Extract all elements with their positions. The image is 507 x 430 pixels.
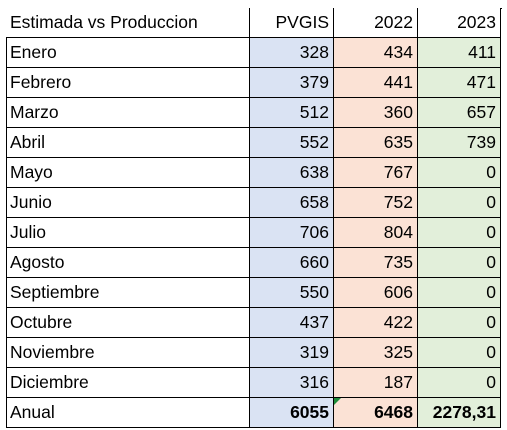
value-cell: 635 [334,128,418,158]
value-cell: 0 [418,308,501,338]
header-cell: PVGIS [250,8,334,38]
value-cell: 657 [418,98,501,128]
value-cell: 0 [418,218,501,248]
value-cell: 0 [418,248,501,278]
spreadsheet-table: Estimada vs Produccion PVGIS 2022 2023 Enero… [6,8,502,428]
header-cell: 2023 [418,8,501,38]
value-cell: 638 [250,158,334,188]
value-cell: 316 [250,368,334,398]
value-cell: 360 [334,98,418,128]
value-cell: 552 [250,128,334,158]
value-cell: 325 [334,338,418,368]
value-cell: 660 [250,248,334,278]
month-label: Mayo [6,158,250,188]
month-label: Septiembre [6,278,250,308]
total-label: Anual [6,398,250,428]
value-cell: 434 [334,38,418,68]
value-cell: 328 [250,38,334,68]
value-cell: 767 [334,158,418,188]
value-cell: 804 [334,218,418,248]
month-label: Julio [6,218,250,248]
header-cell: 2022 [334,8,418,38]
value-cell: 752 [334,188,418,218]
value-cell: 319 [250,338,334,368]
value-cell: 0 [418,368,501,398]
month-label: Enero [6,38,250,68]
header-cell: Estimada vs Produccion [6,8,250,38]
value-cell: 512 [250,98,334,128]
value-cell: 422 [334,308,418,338]
value-cell: 0 [418,188,501,218]
month-label: Marzo [6,98,250,128]
month-label: Diciembre [6,368,250,398]
value-cell: 441 [334,68,418,98]
month-label: Agosto [6,248,250,278]
error-indicator [334,398,341,405]
month-label: Febrero [6,68,250,98]
total-cell: 6468 [334,398,418,428]
value-cell: 0 [418,338,501,368]
month-label: Noviembre [6,338,250,368]
value-cell: 379 [250,68,334,98]
value-cell: 739 [418,128,501,158]
value-cell: 471 [418,68,501,98]
value-cell: 0 [418,278,501,308]
value-cell: 606 [334,278,418,308]
value-cell: 550 [250,278,334,308]
value-cell: 735 [334,248,418,278]
value-cell: 411 [418,38,501,68]
month-label: Abril [6,128,250,158]
value-cell: 706 [250,218,334,248]
value-cell: 187 [334,368,418,398]
total-cell: 2278,31 [418,398,501,428]
month-label: Junio [6,188,250,218]
total-cell: 6055 [250,398,334,428]
month-label: Octubre [6,308,250,338]
value-cell: 658 [250,188,334,218]
value-cell: 437 [250,308,334,338]
value-cell: 0 [418,158,501,188]
